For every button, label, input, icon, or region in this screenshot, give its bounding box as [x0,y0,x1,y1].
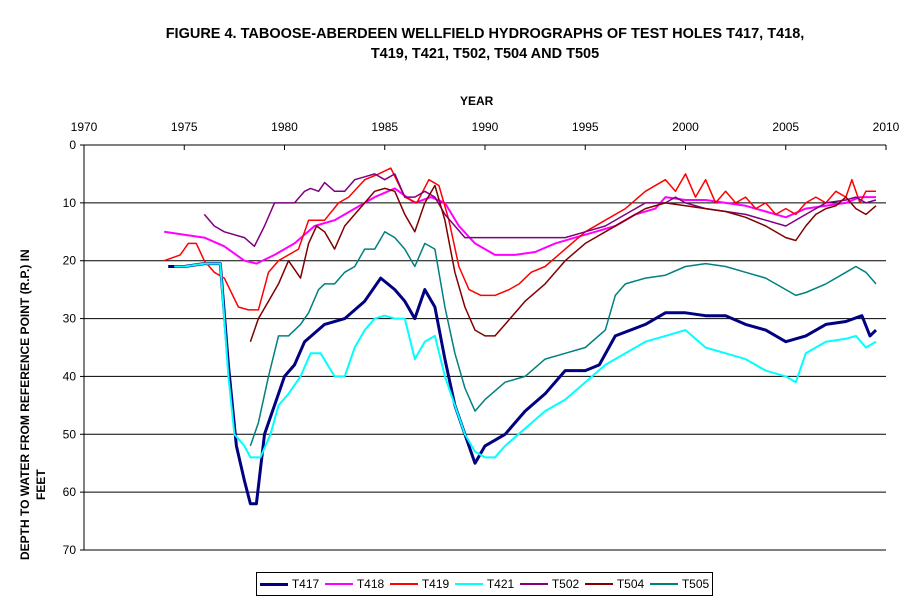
legend-swatch [454,583,483,585]
xtick-label: 1990 [472,120,499,134]
ytick-label: 70 [63,543,77,557]
ytick-label: 0 [69,138,76,152]
legend-item-t417: T417 [259,577,320,591]
series-line-t504 [249,184,877,342]
xtick-label: 1980 [271,120,298,134]
ytick-label: 10 [63,196,77,210]
xtick-label: 1995 [572,120,599,134]
series-line-t505 [249,231,877,447]
series-line-t502 [203,173,877,248]
legend-label: T417 [291,577,320,591]
xtick-label: 2005 [772,120,799,134]
ytick-label: 20 [63,254,77,268]
legend-item-t502: T502 [519,577,580,591]
legend-swatch [389,583,418,585]
legend-item-t418: T418 [324,577,385,591]
legend-swatch [324,583,353,585]
x-axis-label: YEAR [460,94,494,108]
chart-title: FIGURE 4. TABOOSE-ABERDEEN WELLFIELD HYD… [40,24,918,64]
legend-label: T418 [356,577,385,591]
legend-item-t421: T421 [454,577,515,591]
legend-swatch [584,583,613,585]
grid-lines [84,202,886,493]
series-line-t419 [163,167,876,311]
legend-item-t419: T419 [389,577,450,591]
ytick-label: 30 [63,312,77,326]
legend-item-t504: T504 [584,577,645,591]
series-line-t417 [168,262,878,506]
legend-label: T419 [421,577,450,591]
ytick-label: 60 [63,485,77,499]
legend-label: T421 [486,577,515,591]
series-line-t421 [174,262,877,459]
xtick-label: 1975 [171,120,198,134]
ytick-label: 40 [63,369,77,383]
legend-swatch [649,583,678,585]
legend-label: T504 [616,577,645,591]
legend-item-t505: T505 [649,577,710,591]
legend-swatch [519,583,548,585]
chart-title-line-1: FIGURE 4. TABOOSE-ABERDEEN WELLFIELD HYD… [165,26,805,42]
legend: T417 T418 T419 T421 T502 T504 T505 [256,572,713,596]
xtick-label: 2010 [873,120,900,134]
legend-label: T502 [551,577,580,591]
xtick-label: 1985 [371,120,398,134]
tick-labels: 0 10 20 30 40 50 60 70 1970 1975 1980 1985 1990 1995 2… [63,120,900,557]
xtick-label: 2000 [672,120,699,134]
series-line-t418 [164,187,876,265]
chart-title-line-2: T419, T421, T502, T504 AND T505 [370,46,600,62]
axes [80,144,887,551]
ytick-label: 50 [63,427,77,441]
series-lines [163,167,878,506]
xtick-label: 1970 [71,120,98,134]
legend-label: T505 [681,577,710,591]
legend-swatch [259,582,288,586]
